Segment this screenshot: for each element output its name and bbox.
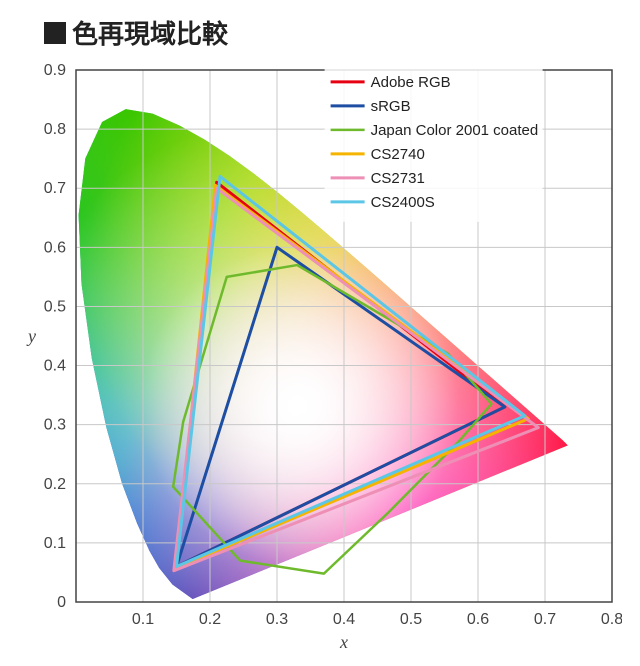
- svg-text:0.2: 0.2: [44, 476, 66, 493]
- svg-text:0.2: 0.2: [199, 611, 221, 628]
- svg-text:CS2731: CS2731: [371, 170, 425, 187]
- svg-text:Japan Color 2001 coated: Japan Color 2001 coated: [371, 122, 539, 139]
- svg-text:0.5: 0.5: [44, 298, 66, 315]
- svg-text:x: x: [339, 632, 348, 652]
- svg-text:0.7: 0.7: [534, 611, 556, 628]
- svg-text:0.6: 0.6: [44, 239, 66, 256]
- svg-text:0.1: 0.1: [44, 535, 66, 552]
- svg-text:0.4: 0.4: [44, 358, 66, 375]
- title-text: 色再現域比較: [72, 14, 228, 51]
- chromaticity-chart: 0.1 0.2 0.3 0.4 0.5 0.6 0.7 0.8 0 0.1 0.2 0.3 0.4 0.5…: [18, 60, 622, 656]
- svg-text:0.6: 0.6: [467, 611, 489, 628]
- svg-text:0.3: 0.3: [266, 611, 288, 628]
- svg-text:0.8: 0.8: [601, 611, 622, 628]
- chart-title: 色再現域比較: [44, 14, 228, 51]
- svg-text:0.7: 0.7: [44, 180, 66, 197]
- svg-text:0.5: 0.5: [400, 611, 422, 628]
- svg-text:0.4: 0.4: [333, 611, 355, 628]
- svg-text:y: y: [26, 326, 36, 346]
- svg-text:Adobe RGB: Adobe RGB: [371, 74, 451, 91]
- title-marker-icon: [44, 22, 66, 44]
- svg-text:0: 0: [57, 594, 66, 611]
- svg-text:CS2740: CS2740: [371, 146, 425, 163]
- svg-text:0.8: 0.8: [44, 121, 66, 138]
- svg-text:CS2400S: CS2400S: [371, 194, 435, 211]
- svg-text:0.3: 0.3: [44, 417, 66, 434]
- svg-text:0.1: 0.1: [132, 611, 154, 628]
- svg-text:0.9: 0.9: [44, 62, 66, 79]
- svg-text:sRGB: sRGB: [371, 98, 411, 115]
